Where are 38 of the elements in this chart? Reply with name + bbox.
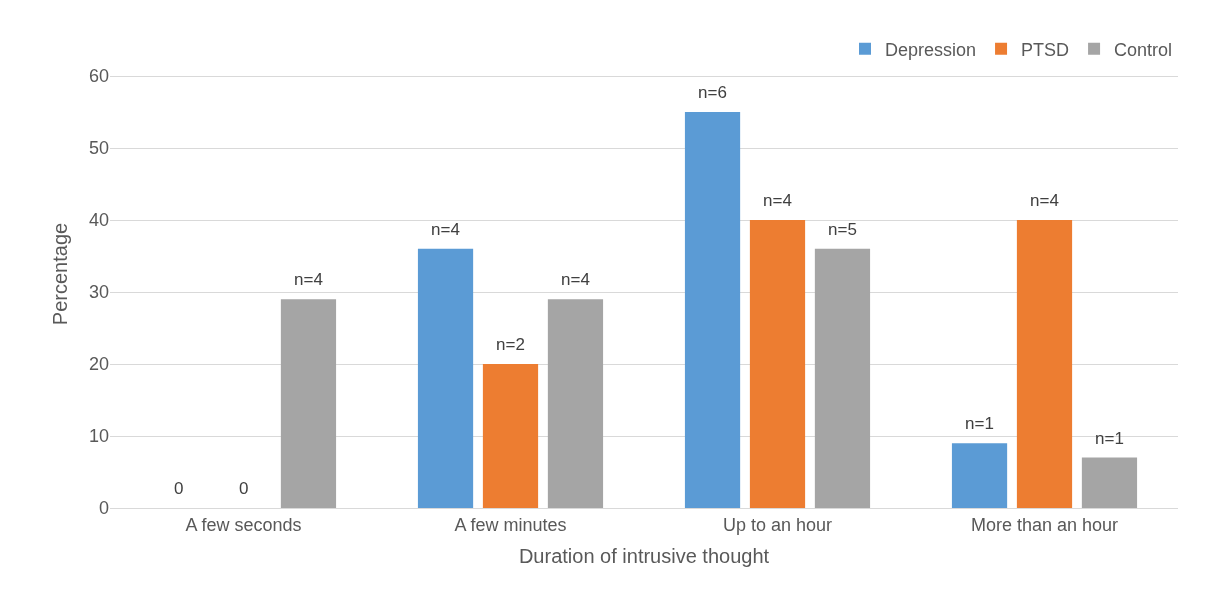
x-tick-label: Up to an hour <box>722 514 833 535</box>
annotation: n=4 <box>1030 191 1059 210</box>
annotation: 0 <box>174 479 184 498</box>
bar <box>1016 220 1073 508</box>
y-tick-label: 20 <box>88 354 109 375</box>
annotation: n=5 <box>828 220 857 239</box>
annotation: n=6 <box>698 83 727 102</box>
annotation: 0 <box>239 479 249 498</box>
annotation: n=4 <box>763 191 792 210</box>
y-tick-label: 10 <box>88 426 109 447</box>
y-tick-label: 60 <box>88 66 109 87</box>
annotation: n=2 <box>496 335 525 354</box>
annotation: n=4 <box>561 270 590 289</box>
x-tick-label: A few minutes <box>454 514 567 535</box>
bar <box>951 443 1008 508</box>
y-tick-label: 50 <box>88 138 109 159</box>
bar <box>482 364 539 508</box>
y-tick-label: 0 <box>98 498 109 519</box>
annotation: n=4 <box>431 220 460 239</box>
bar <box>280 299 337 508</box>
x-tick-label: A few seconds <box>185 514 302 535</box>
y-tick-label: 30 <box>88 282 109 303</box>
x-axis-title: Duration of intrusive thought <box>518 545 770 568</box>
y-axis-title: Percentage <box>49 222 72 326</box>
annotation: n=1 <box>1095 429 1124 448</box>
bar <box>547 299 604 508</box>
bar <box>684 112 741 508</box>
bar <box>1081 457 1138 508</box>
annotation: n=4 <box>294 270 323 289</box>
bar <box>749 220 806 508</box>
legend-label: PTSD <box>1021 39 1070 60</box>
x-tick-label: More than an hour <box>970 514 1119 535</box>
bar <box>814 248 871 508</box>
legend-label: Depression <box>885 39 977 60</box>
annotation: n=1 <box>965 414 994 433</box>
legend-label: Control <box>1114 39 1173 60</box>
y-tick-label: 40 <box>88 210 109 231</box>
bar <box>417 248 474 508</box>
